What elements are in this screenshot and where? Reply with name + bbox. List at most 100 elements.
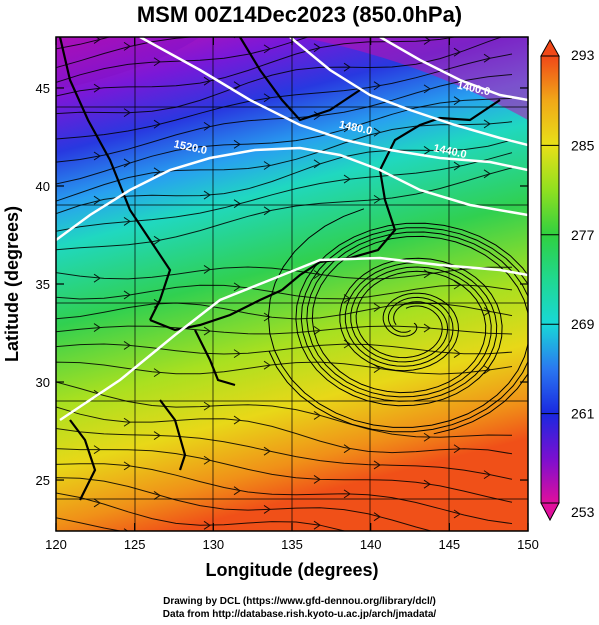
streamline [56, 425, 513, 480]
colorbar-body [540, 55, 560, 504]
streamline-arrow [373, 303, 381, 312]
streamline-arrow [263, 93, 271, 103]
streamline-arrow [453, 509, 461, 519]
streamline-arrow [263, 206, 271, 216]
streamline-arrow [343, 444, 351, 454]
streamline-arrow [313, 111, 321, 121]
streamline-arrow [483, 470, 491, 480]
streamline-arrow [423, 146, 431, 155]
streamline-arrow [263, 161, 271, 170]
credit-dcl: Drawing by DCL (https://www.gfd-dennou.o… [163, 596, 436, 607]
streamline-arrow [93, 323, 101, 332]
streamline-arrow [93, 83, 101, 93]
streamline-arrow [153, 368, 161, 378]
colorbar-tick-label: 261 [571, 406, 595, 422]
colorbar-tick-label: 293 [571, 47, 595, 63]
streamline-arrow [233, 415, 241, 425]
streamline-arrow [203, 121, 211, 131]
streamline-arrow [123, 290, 131, 300]
streamline-arrow [93, 195, 101, 205]
streamline [56, 325, 513, 335]
streamline-arrow [423, 269, 431, 279]
streamline-arrow [93, 37, 101, 44]
x-axis-label: Longitude (degrees) [205, 560, 378, 580]
streamline-arrow [314, 0, 320, 5]
streamline-arrow [153, 57, 161, 67]
streamline-arrow [343, 62, 351, 72]
streamline-arrow [484, 536, 490, 544]
colorbar-bottom-triangle [540, 502, 560, 522]
streamline-arrow [233, 81, 241, 91]
streamline-arrow [203, 190, 211, 200]
streamline-arrow [123, 41, 131, 51]
cold-region-ne [300, 37, 528, 120]
streamline-arrow [233, 139, 241, 149]
x-tick-label: 120 [45, 537, 67, 552]
streamline-arrow [313, 270, 321, 279]
streamline-arrow [233, 199, 241, 209]
y-axis-ticks: 25 30 35 40 45 [36, 81, 528, 488]
colorbar-tick-label: 253 [571, 504, 595, 520]
chart-title: MSM 00Z14Dec2023 (850.0hPa) [136, 2, 463, 27]
streamline [56, 361, 513, 375]
streamline [56, 517, 124, 531]
cyclone-spiral [268, 231, 528, 433]
streamline-arrow [373, 194, 381, 204]
x-tick-label: 125 [124, 537, 146, 552]
streamline-arrow [203, 455, 211, 465]
streamline [56, 37, 503, 121]
streamline [56, 121, 513, 202]
y-tick-label: 40 [36, 179, 50, 194]
streamline-arrow [123, 108, 131, 118]
streamline-arrow [454, 564, 460, 572]
streamline-arrow [313, 326, 321, 335]
streamline-arrow [313, 159, 321, 169]
streamline-arrow [343, 123, 351, 133]
streamline-arrow [423, 84, 431, 94]
streamline-arrow [123, 417, 131, 427]
streamline-arrow [263, 360, 271, 370]
credit-data-source: Data from http://database.rish.kyoto-u.a… [162, 609, 437, 620]
colorbar-tick-label: 277 [571, 227, 595, 243]
streamline-arrow [423, 432, 431, 442]
streamline-arrow [483, 53, 491, 63]
colorbar: 293 285 277 269 261 253 [540, 38, 595, 522]
colorbar-tick-label: 269 [571, 316, 595, 332]
streamline-arrow [453, 96, 461, 106]
streamline-arrow [453, 47, 461, 57]
streamline-arrow [423, 323, 431, 333]
streamline [56, 37, 198, 69]
streamline-arrow [123, 528, 129, 531]
streamline [56, 406, 513, 455]
streamline-arrow [233, 349, 241, 359]
y-tick-label: 45 [36, 81, 50, 96]
streamline-arrow [153, 167, 161, 177]
streamline-arrow [234, 535, 240, 543]
streamline-arrow [484, 7, 490, 15]
streamline-arrow [263, 44, 271, 54]
streamline-arrow [203, 326, 211, 336]
streamline-arrow [373, 512, 381, 522]
streamline-arrow [373, 460, 381, 470]
cyclone-spiral [300, 227, 528, 435]
colorbar-tick-label: 285 [571, 137, 595, 153]
streamline [56, 152, 513, 235]
x-tick-label: 150 [517, 537, 539, 552]
streamline [56, 74, 513, 163]
geopotential-contours [56, 37, 528, 422]
streamline-arrow [93, 151, 101, 161]
streamline-arrow [343, 174, 351, 184]
streamline [56, 492, 347, 531]
x-tick-label: 140 [360, 537, 382, 552]
streamline-arrow [123, 216, 131, 226]
cyclone-spiral [267, 208, 528, 428]
streamline [56, 266, 513, 280]
streamline [56, 444, 513, 503]
streamline-arrow [313, 411, 321, 420]
streamline-arrow [373, 127, 381, 137]
streamline-arrow [153, 431, 161, 440]
streamline-arrow [343, 489, 351, 499]
streamline [56, 381, 513, 438]
streamline [56, 463, 513, 525]
